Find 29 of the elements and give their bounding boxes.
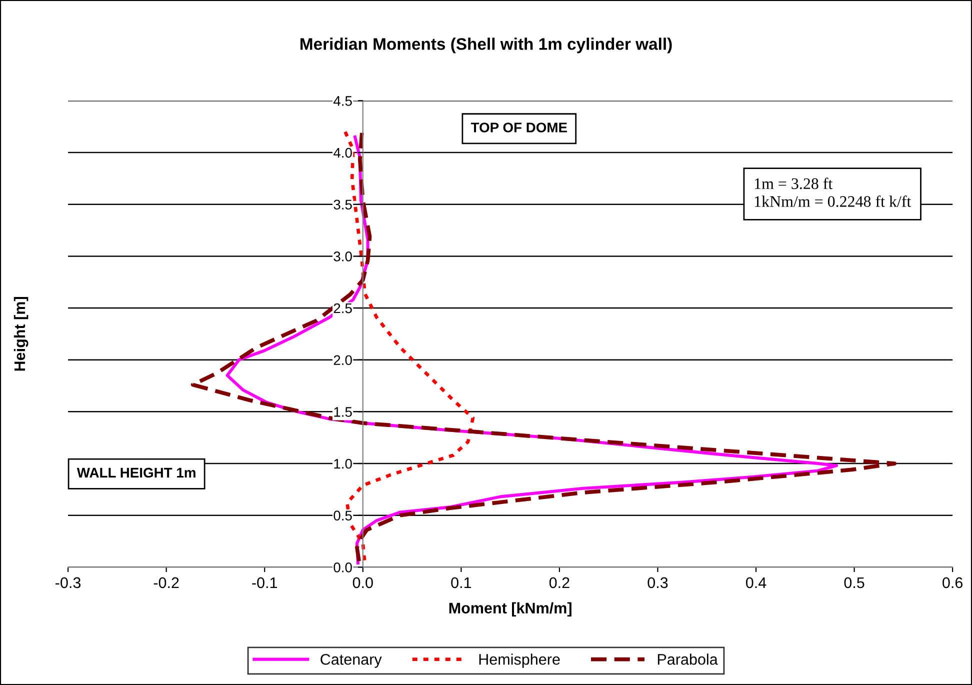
legend-label: Hemisphere — [479, 654, 560, 668]
y-tick-label: 1.5 — [334, 407, 352, 417]
y-tick-label: 4.5 — [333, 96, 352, 106]
y-tick-label: 2.0 — [334, 355, 352, 366]
y-tick-label: 3.0 — [334, 252, 352, 262]
x-tick-label: 0.3 — [648, 577, 668, 588]
x-tick-label: 0.0 — [352, 577, 373, 588]
y-tick-label: 0.0 — [334, 562, 352, 572]
x-tick-label: -0.3 — [56, 577, 81, 588]
chart-title: Meridian Moments (Shell with 1m cylinder wall) — [300, 38, 672, 54]
x-tick-label: 0.6 — [942, 577, 963, 588]
x-tick-label: -0.1 — [252, 577, 278, 588]
annotation: TOP OF DOME — [470, 122, 567, 132]
annotation: WALL HEIGHT 1m — [76, 468, 196, 478]
legend-label: Parabola — [658, 654, 718, 665]
y-tick-label: 0.5 — [334, 510, 352, 521]
legend-label: Catenary — [320, 654, 382, 668]
x-tick-label: 0.4 — [746, 577, 766, 588]
y-tick-label: 2.5 — [334, 303, 352, 314]
y-axis-title: Height [m] — [14, 297, 28, 371]
y-tick-label: 3.5 — [334, 200, 352, 210]
x-tick-label: -0.2 — [154, 577, 179, 588]
y-tick-label: 1.0 — [334, 458, 352, 469]
x-tick-label: 0.5 — [844, 577, 864, 588]
annotation: 1m = 3.28 ft 1kNm/m = 0.2248 ft k/ft — [754, 178, 912, 207]
y-tick-label: 4.0 — [333, 148, 352, 158]
x-axis-title: Moment [kNm/m] — [449, 602, 572, 616]
x-tick-label: 0.2 — [549, 577, 570, 588]
x-tick-label: 0.1 — [451, 577, 472, 588]
